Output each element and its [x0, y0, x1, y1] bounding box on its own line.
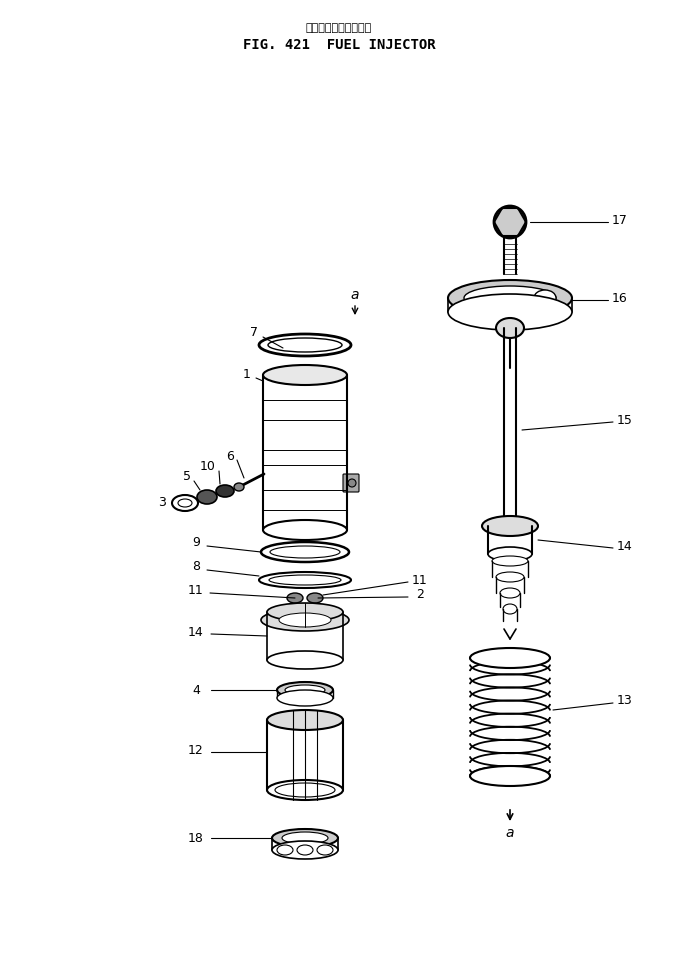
- Ellipse shape: [261, 609, 349, 631]
- Ellipse shape: [267, 651, 343, 669]
- Ellipse shape: [267, 603, 343, 621]
- Ellipse shape: [500, 588, 520, 598]
- Text: 6: 6: [226, 449, 234, 463]
- Text: 2: 2: [416, 588, 424, 602]
- Ellipse shape: [494, 206, 526, 238]
- Text: 11: 11: [412, 574, 428, 586]
- Ellipse shape: [263, 365, 347, 385]
- Text: 12: 12: [188, 743, 204, 757]
- Ellipse shape: [496, 318, 524, 338]
- Ellipse shape: [270, 546, 340, 558]
- Text: a: a: [506, 826, 514, 840]
- FancyBboxPatch shape: [343, 474, 359, 492]
- Text: 15: 15: [617, 414, 633, 427]
- Text: 14: 14: [188, 625, 204, 639]
- Ellipse shape: [448, 294, 572, 330]
- Ellipse shape: [267, 780, 343, 800]
- Text: 5: 5: [183, 469, 191, 482]
- Ellipse shape: [279, 613, 331, 627]
- Ellipse shape: [261, 542, 349, 562]
- Ellipse shape: [277, 845, 293, 855]
- Ellipse shape: [277, 682, 333, 698]
- Ellipse shape: [496, 572, 524, 582]
- Ellipse shape: [297, 845, 313, 855]
- Ellipse shape: [272, 841, 338, 859]
- Text: 3: 3: [158, 497, 166, 509]
- Ellipse shape: [282, 832, 328, 844]
- Text: 18: 18: [188, 832, 204, 844]
- Text: FIG. 421  FUEL INJECTOR: FIG. 421 FUEL INJECTOR: [242, 38, 435, 52]
- Ellipse shape: [287, 593, 303, 603]
- Text: 17: 17: [612, 213, 628, 227]
- Ellipse shape: [492, 556, 528, 566]
- Ellipse shape: [317, 845, 333, 855]
- Ellipse shape: [259, 334, 351, 356]
- Ellipse shape: [259, 572, 351, 588]
- Ellipse shape: [267, 710, 343, 730]
- Ellipse shape: [448, 280, 572, 316]
- Ellipse shape: [263, 520, 347, 540]
- Ellipse shape: [216, 485, 234, 497]
- Ellipse shape: [464, 286, 556, 310]
- Ellipse shape: [277, 690, 333, 706]
- Ellipse shape: [534, 290, 556, 306]
- Ellipse shape: [348, 479, 356, 487]
- Ellipse shape: [268, 338, 342, 352]
- Text: 4: 4: [192, 684, 200, 696]
- Ellipse shape: [307, 593, 323, 603]
- Ellipse shape: [197, 490, 217, 504]
- Ellipse shape: [503, 604, 517, 614]
- Ellipse shape: [269, 575, 341, 585]
- Text: a: a: [351, 288, 359, 302]
- Ellipse shape: [272, 829, 338, 847]
- Text: 14: 14: [617, 540, 633, 552]
- Text: 7: 7: [250, 326, 258, 340]
- Text: 8: 8: [192, 560, 200, 574]
- Ellipse shape: [234, 483, 244, 491]
- Text: 9: 9: [192, 537, 200, 549]
- Text: 13: 13: [617, 693, 633, 706]
- Ellipse shape: [470, 766, 550, 786]
- Ellipse shape: [482, 516, 538, 536]
- Text: フュエルインジェクタ: フュエルインジェクタ: [306, 23, 372, 33]
- Ellipse shape: [488, 547, 532, 561]
- Text: 16: 16: [612, 291, 628, 305]
- Ellipse shape: [172, 495, 198, 511]
- Text: 11: 11: [188, 584, 204, 597]
- Ellipse shape: [470, 648, 550, 668]
- Text: 1: 1: [243, 368, 251, 382]
- Ellipse shape: [178, 499, 192, 507]
- Text: 10: 10: [200, 461, 216, 473]
- Ellipse shape: [275, 783, 335, 797]
- Ellipse shape: [285, 685, 325, 695]
